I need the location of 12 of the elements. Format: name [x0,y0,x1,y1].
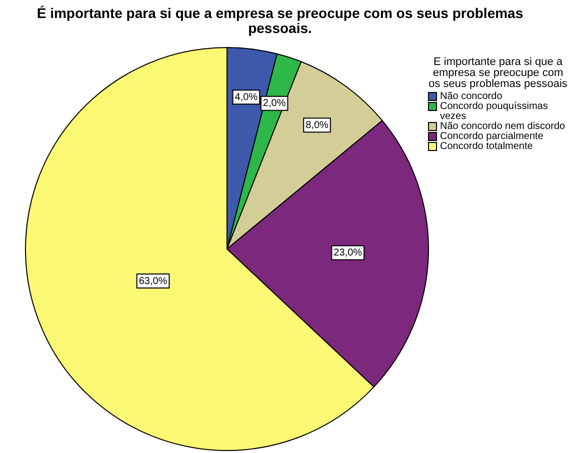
chart-title: É importante para si que a empresa se preocupe com os seus problemas pessoais. [36,5,524,36]
legend-label: Não concordo [440,91,502,102]
legend-title: E importante para si que a empresa se preocupe com os seus problemas pessoais [428,56,568,90]
legend-label: Concordo parcialmente [440,131,544,142]
data-label: 23,0% [334,248,362,259]
data-label: 4,0% [234,92,258,103]
data-label: 63,0% [138,276,168,287]
legend-label: Concordo pouquíssimas vezes [440,101,548,122]
legend-label: Concordo totalmente [440,141,533,152]
legend-label: Não concordo nem discordo [440,121,566,132]
data-label: 2,0% [262,98,286,110]
data-label: 8,0% [306,120,329,131]
